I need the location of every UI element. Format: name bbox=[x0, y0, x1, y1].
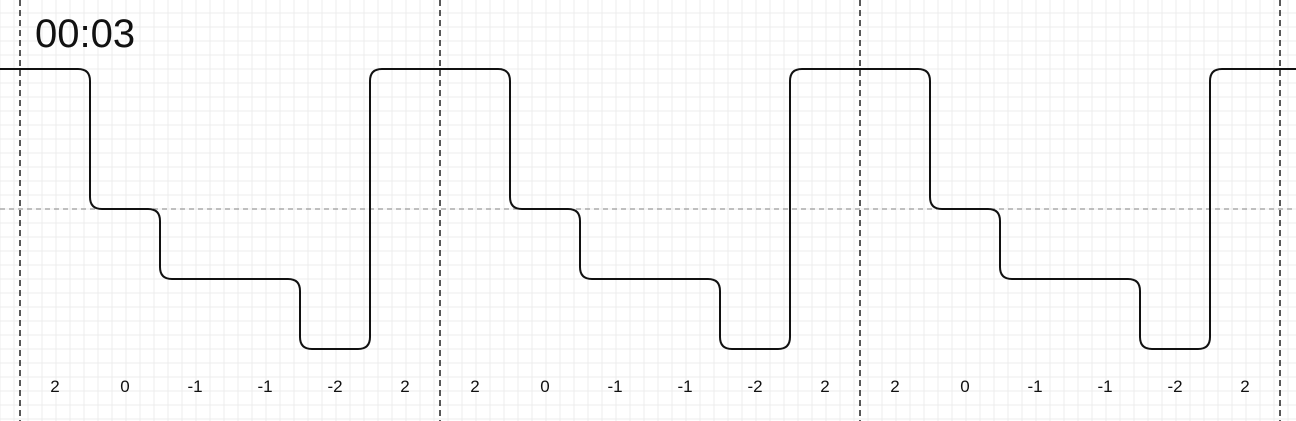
symbol-label: -1 bbox=[1027, 377, 1042, 396]
symbol-label: 2 bbox=[1240, 377, 1249, 396]
symbol-label: -2 bbox=[747, 377, 762, 396]
symbol-label: 0 bbox=[960, 377, 969, 396]
signal-line bbox=[0, 68, 1296, 350]
symbol-label: 2 bbox=[820, 377, 829, 396]
symbol-label: -1 bbox=[187, 377, 202, 396]
symbol-label: -2 bbox=[1167, 377, 1182, 396]
symbol-label: 0 bbox=[120, 377, 129, 396]
symbol-label: -1 bbox=[677, 377, 692, 396]
symbol-label: 2 bbox=[400, 377, 409, 396]
symbol-label: 2 bbox=[50, 377, 59, 396]
symbol-label: -1 bbox=[1097, 377, 1112, 396]
elapsed-timer: 00:03 bbox=[35, 12, 136, 56]
symbol-label: -1 bbox=[257, 377, 272, 396]
symbol-label: 2 bbox=[890, 377, 899, 396]
symbol-labels: 2 0 -1 -1 -2 2 2 0 -1 -1 -2 2 2 0 -1 -1 -2 2 bbox=[50, 377, 1249, 396]
symbol-label: -1 bbox=[607, 377, 622, 396]
symbol-label: 2 bbox=[470, 377, 479, 396]
symbol-label: -2 bbox=[327, 377, 342, 396]
period-dividers bbox=[19, 0, 1281, 421]
symbol-label: 0 bbox=[540, 377, 549, 396]
